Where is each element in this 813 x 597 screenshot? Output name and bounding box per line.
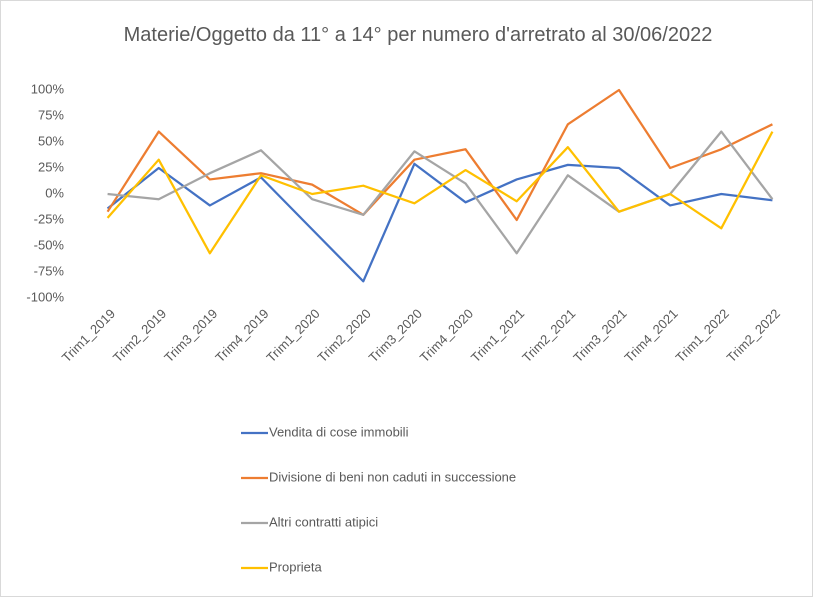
x-tick-label: Trim3_2019 [161,306,220,365]
y-tick-label: 25% [38,159,64,174]
legend-label: Vendita di cose immobili [269,424,409,439]
x-tick-label: Trim1_2019 [59,306,118,365]
y-tick-label: -75% [34,263,65,278]
x-tick-label: Trim4_2019 [212,306,271,365]
x-tick-label: Trim4_2020 [417,306,476,365]
x-tick-label: Trim2_2019 [110,306,169,365]
legend-label: Proprieta [269,559,323,574]
y-tick-label: 50% [38,133,64,148]
y-tick-label: -50% [34,237,65,252]
x-tick-label: Trim2_2022 [724,306,783,365]
x-tick-label: Trim3_2021 [570,306,629,365]
x-tick-label: Trim2_2020 [315,306,374,365]
y-tick-label: -25% [34,211,65,226]
y-tick-label: 75% [38,107,64,122]
y-tick-label: 100% [31,81,65,96]
legend-label: Divisione di beni non caduti in successi… [269,469,516,484]
y-tick-label: -100% [26,289,64,304]
series-line [106,88,773,222]
x-tick-label: Trim1_2022 [673,306,732,365]
x-tick-label: Trim1_2020 [263,306,322,365]
series-line [107,130,774,255]
chart-title: Materie/Oggetto da 11° a 14° per numero … [123,24,713,46]
legend-label: Altri contratti atipici [269,514,378,529]
x-tick-label: Trim1_2021 [468,306,527,365]
series-line [106,131,774,255]
x-tick-label: Trim3_2020 [366,306,425,365]
y-tick-label: 0% [45,185,64,200]
series-line [106,162,773,283]
x-tick-label: Trim2_2021 [519,306,578,365]
x-tick-label: Trim4_2021 [621,306,680,365]
